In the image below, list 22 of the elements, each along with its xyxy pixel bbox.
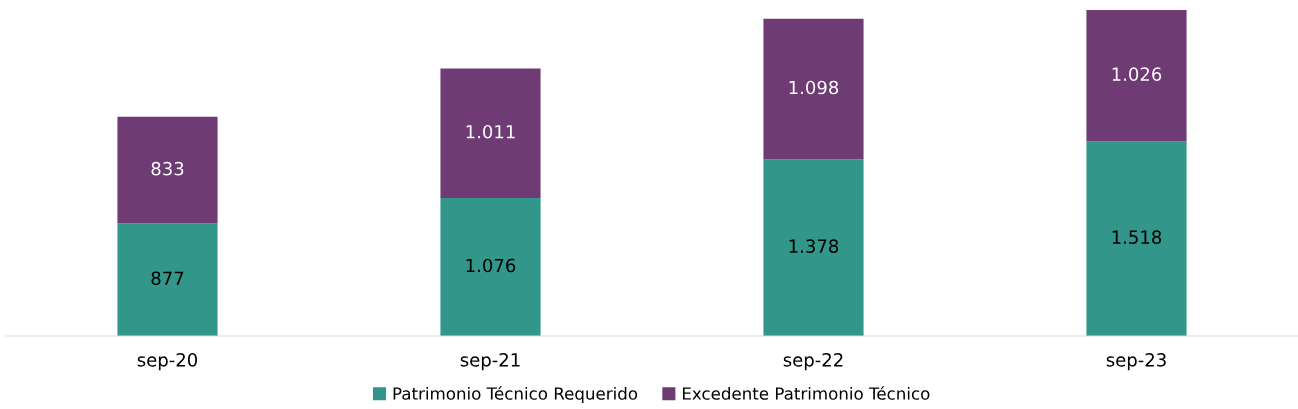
data-label: 1.076 bbox=[466, 258, 516, 273]
bar bbox=[763, 159, 864, 336]
bar bbox=[117, 116, 218, 224]
x-tick-label: sep-21 bbox=[460, 352, 520, 371]
data-label: 1.026 bbox=[1112, 67, 1162, 81]
data-label: 833 bbox=[151, 161, 184, 176]
legend-label: Patrimonio Técnico Requerido bbox=[393, 386, 638, 404]
bar bbox=[1086, 10, 1187, 142]
legend-label: Excedente Patrimonio Técnico bbox=[682, 386, 930, 400]
bar bbox=[763, 18, 864, 160]
bar bbox=[440, 68, 541, 199]
data-label: 1.378 bbox=[789, 239, 839, 253]
data-label: 1.098 bbox=[789, 80, 839, 95]
bar bbox=[117, 223, 218, 336]
x-tick-label: sep-20 bbox=[137, 352, 198, 371]
bar bbox=[440, 198, 541, 336]
data-label: 877 bbox=[151, 271, 184, 286]
data-label: 1.518 bbox=[1112, 230, 1162, 244]
x-tick-label: sep-23 bbox=[1106, 352, 1166, 371]
x-tick-label: sep-22 bbox=[783, 352, 843, 371]
data-label: 1.011 bbox=[466, 124, 515, 139]
bar bbox=[1086, 141, 1187, 336]
